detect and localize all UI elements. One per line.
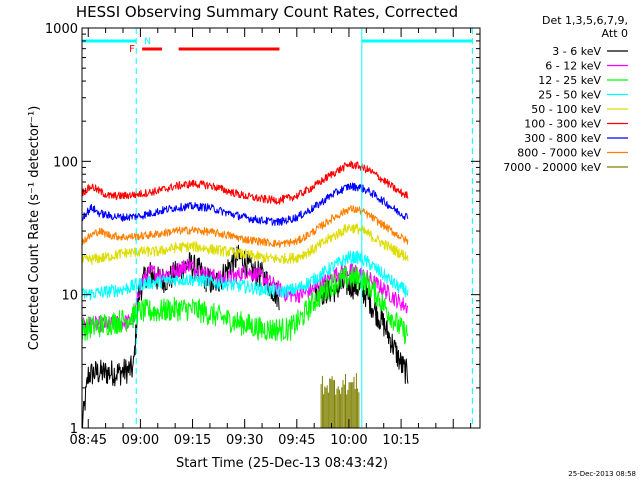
series-6 — [82, 160, 409, 205]
legend-label: 100 - 300 keV — [524, 118, 601, 131]
y-tick-label: 1 — [70, 422, 78, 437]
legend-label: 25 - 50 keV — [538, 89, 601, 102]
night-label: N — [144, 37, 151, 47]
y-tick-label: 10 — [61, 289, 78, 304]
x-axis: 08:45 09:00 09:15 09:30 09:45 10:00 10:15 — [70, 28, 472, 448]
x-tick-label: 09:00 — [122, 433, 159, 448]
series-7-line — [82, 182, 409, 227]
x-tick-label: 08:45 — [70, 433, 107, 448]
plot-frame — [81, 27, 481, 429]
series-layer — [82, 160, 409, 428]
series-9-spikes — [320, 373, 360, 428]
legend-label: 6 - 12 keV — [545, 60, 601, 73]
series-9 — [320, 373, 360, 428]
series-8 — [82, 205, 409, 248]
series-4-line — [82, 250, 409, 301]
legend-label: 7000 - 20000 keV — [503, 161, 601, 174]
y-tick-label: 100 — [53, 155, 78, 170]
footer-date: 25-Dec-2013 08:58 — [568, 470, 636, 478]
series-4 — [82, 250, 409, 301]
series-7 — [82, 182, 409, 227]
y-tick-label: 1000 — [45, 22, 78, 37]
chart-title: HESSI Observing Summary Count Rates, Cor… — [76, 3, 458, 21]
x-tick-label: 09:15 — [174, 433, 211, 448]
x-tick-label: 09:30 — [226, 433, 263, 448]
x-tick-label: 10:15 — [382, 433, 419, 448]
legend-label: 300 - 800 keV — [524, 132, 601, 145]
x-tick-label: 09:45 — [278, 433, 315, 448]
series-6-line — [82, 160, 409, 205]
y-axis: 1 10 100 1000 — [45, 22, 480, 437]
y-axis-label: Corrected Count Rate (s⁻¹ detector⁻¹) — [27, 106, 42, 351]
x-tick-label: 10:00 — [330, 433, 367, 448]
legend-label: 50 - 100 keV — [531, 103, 601, 116]
flare-label: F — [129, 44, 135, 55]
annotation-layer: NF — [82, 28, 473, 428]
legend-label: 3 - 6 keV — [552, 45, 601, 58]
legend-label: 800 - 7000 keV — [517, 147, 601, 160]
x-axis-label: Start Time (25-Dec-13 08:43:42) — [176, 456, 388, 471]
legend: Det 1,3,5,6,7,9, Att 0 3 - 6 keV 6 - 12 k… — [503, 14, 628, 174]
legend-header-line-2: Att 0 — [602, 27, 628, 40]
legend-label: 12 - 25 keV — [538, 74, 601, 87]
series-8-line — [82, 205, 409, 248]
legend-header-line-1: Det 1,3,5,6,7,9, — [542, 14, 628, 27]
